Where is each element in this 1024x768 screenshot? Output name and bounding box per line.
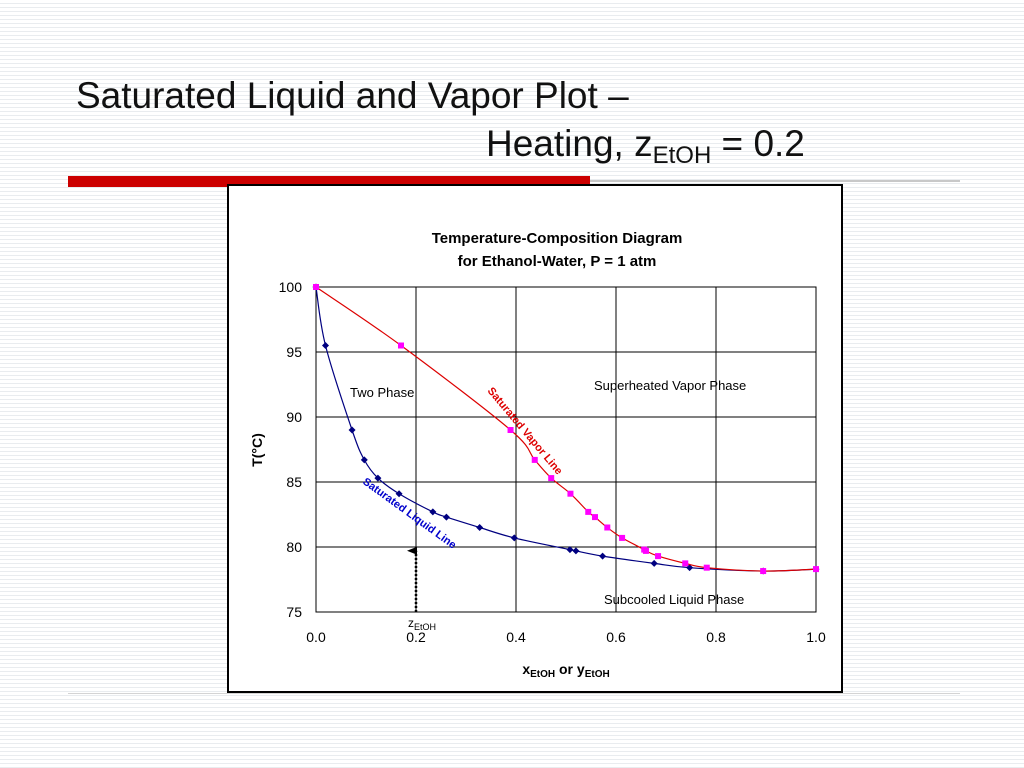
x-tick-label: 0.6: [606, 629, 626, 645]
title-underline-gray: [590, 180, 960, 182]
x-axis-label-x: x: [522, 661, 530, 677]
title-subscript: EtOH: [652, 142, 712, 169]
x-axis-label-sub-1: EtOH: [530, 669, 555, 680]
subcooled-liquid-label: Subcooled Liquid Phase: [604, 592, 744, 607]
liquid-data-point: [650, 559, 658, 567]
y-tick-label: 90: [286, 409, 302, 425]
title-underline-red: [68, 176, 590, 187]
x-tick-label: 0.0: [306, 629, 326, 645]
slide-title: Saturated Liquid and Vapor Plot – Heatin…: [76, 72, 956, 180]
vapor-data-point: [548, 475, 555, 482]
two-phase-label: Two Phase: [350, 385, 414, 400]
liquid-data-point: [510, 534, 518, 542]
vapor-data-point: [604, 524, 611, 531]
superheated-vapor-label: Superheated Vapor Phase: [594, 378, 746, 393]
vapor-data-point: [531, 456, 538, 463]
liquid-data-point: [566, 546, 574, 554]
chart-title-line-1: Temperature-Composition Diagram: [432, 230, 683, 247]
saturated-vapor-line-label: Saturated Vapor Line: [485, 385, 565, 477]
grid-lines: [316, 287, 816, 612]
z-label-main: z: [408, 616, 414, 630]
saturated-liquid-curve: [315, 286, 817, 572]
chart-container: Temperature-Composition Diagram for Etha…: [227, 184, 843, 693]
y-tick-label: 100: [279, 279, 303, 295]
vapor-data-point: [592, 514, 598, 521]
vapor-data-point: [313, 284, 319, 290]
liquid-data-point: [322, 342, 329, 349]
vapor-data-point: [567, 490, 574, 497]
series-layer: [312, 283, 820, 575]
vapor-data-point: [585, 508, 592, 515]
x-tick-labels: 0.0 0.2 0.4 0.6 0.8 1.0: [306, 629, 826, 645]
z-label-sub: EtOH: [414, 622, 436, 632]
liquid-data-point: [599, 552, 607, 560]
liquid-data-point: [348, 426, 356, 434]
liquid-data-point: [442, 513, 450, 521]
y-tick-label: 80: [286, 539, 302, 555]
liquid-data-point: [374, 474, 382, 482]
title-line-2-prefix: Heating, z: [486, 123, 653, 164]
vapor-data-point: [682, 560, 689, 567]
vapor-data-point: [398, 342, 404, 349]
bottom-rule: [68, 693, 960, 694]
x-axis-label-mid: or y: [555, 661, 585, 677]
x-axis-label-sub-2: EtOH: [585, 669, 610, 680]
vapor-data-point: [642, 547, 649, 554]
y-tick-labels: 75 80 85 90 95 100: [279, 279, 303, 620]
vapor-data-point: [655, 553, 662, 560]
y-tick-label: 95: [286, 344, 302, 360]
liquid-data-point: [395, 490, 403, 498]
x-tick-label: 0.8: [706, 629, 726, 645]
vapor-data-point: [813, 566, 819, 573]
y-tick-label: 85: [286, 474, 302, 490]
saturated-vapor-curve: [315, 286, 817, 572]
temperature-composition-chart: Temperature-Composition Diagram for Etha…: [249, 230, 826, 680]
title-line-1: Saturated Liquid and Vapor Plot –: [76, 75, 629, 116]
x-tick-label: 0.4: [506, 629, 526, 645]
title-line-2-suffix: = 0.2: [711, 123, 805, 164]
liquid-data-point: [429, 508, 437, 516]
y-tick-label: 75: [286, 604, 302, 620]
x-tick-label: 0.2: [406, 629, 426, 645]
y-axis-label: T(°C): [249, 433, 265, 467]
title-line-2: Heating, zEtOH = 0.2: [76, 120, 956, 180]
vapor-data-point: [760, 568, 767, 575]
liquid-data-point: [476, 524, 484, 531]
vapor-data-point: [507, 427, 514, 433]
vapor-data-point: [703, 564, 710, 571]
plot-area: [315, 286, 817, 613]
z-etoh-label: zEtOH: [408, 616, 436, 632]
liquid-data-point: [572, 547, 580, 555]
x-tick-label: 1.0: [806, 629, 826, 645]
vapor-data-point: [619, 534, 626, 541]
x-axis-label: xEtOH or yEtOH: [522, 661, 609, 680]
liquid-data-point: [360, 456, 368, 464]
chart-title-line-2: for Ethanol-Water, P = 1 atm: [458, 253, 657, 270]
saturated-liquid-line-label: Saturated Liquid Line: [360, 476, 458, 552]
